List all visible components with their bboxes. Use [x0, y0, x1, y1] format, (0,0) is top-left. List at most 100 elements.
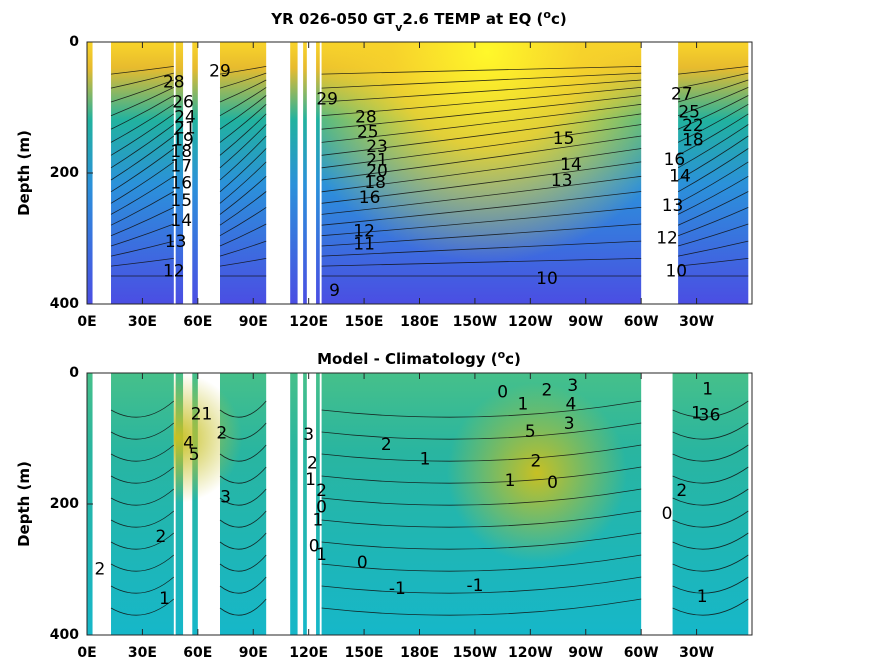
contour-line: [219, 488, 267, 506]
ocean-segment: [290, 373, 298, 635]
contour-label: 0: [316, 497, 327, 517]
contour-line: [321, 466, 642, 484]
contour-label: 1: [702, 379, 713, 399]
x-tick-label: 150W: [453, 314, 498, 330]
chart-title: YR 026-050 GTv2.6 TEMP at EQ (oc): [270, 8, 566, 34]
contour-line: [321, 400, 642, 418]
contour-line: [110, 598, 175, 616]
contour-label: 14: [170, 211, 192, 231]
contour-label: 16: [359, 188, 381, 208]
x-tick-label: 0E: [77, 645, 96, 661]
chart-title: Model - Climatology (oc): [317, 348, 521, 369]
contour-line: [110, 510, 175, 528]
contour-label: 15: [553, 129, 575, 149]
x-tick-label: 150W: [453, 645, 498, 661]
contour-line: [321, 258, 642, 267]
contour-line: [219, 87, 267, 117]
anomaly-contours: [110, 400, 749, 616]
contour-line: [219, 66, 267, 75]
contour-line: [110, 400, 175, 418]
x-tick-label: 90E: [239, 645, 268, 661]
x-tick-label: 120W: [508, 645, 553, 661]
contour-line: [672, 510, 749, 528]
contour-line: [321, 191, 642, 226]
contour-line: [321, 79, 642, 103]
contour-label: 0: [309, 537, 320, 557]
contour-line: [110, 422, 175, 440]
contour-label: 3: [220, 487, 231, 507]
contour-line: [110, 161, 175, 204]
contour-line: [678, 258, 749, 267]
contour-line: [219, 444, 267, 462]
y-ticks: 0 200 400: [50, 34, 93, 312]
contour-label: 0: [547, 473, 558, 493]
x-tick-label: 180E: [400, 314, 439, 330]
contour-line: [219, 79, 267, 103]
contour-label: 3: [699, 406, 710, 426]
contour-label: 24: [174, 107, 196, 127]
contour-label: 1: [697, 587, 708, 607]
y-ticks: 0 200 400: [50, 365, 93, 643]
warm-anomaly-shade: [173, 373, 267, 635]
contour-label: 13: [662, 196, 684, 216]
contour-line: [321, 554, 642, 572]
ocean-segment: [192, 42, 198, 304]
x-tick-label: 90W: [568, 645, 603, 661]
contour-line: [672, 488, 749, 506]
contour-label: 2: [530, 451, 541, 471]
temperature-contour-labels: 2928262421191817161514131229282523212018…: [163, 61, 704, 300]
contour-label: 1: [159, 589, 170, 609]
contour-label: 29: [209, 61, 231, 81]
contour-line: [219, 176, 267, 215]
ocean-segment: [290, 42, 298, 304]
contour-label: 2: [381, 435, 392, 455]
contour-label: 1: [312, 510, 323, 530]
contour-line: [321, 532, 642, 550]
contour-label: 0: [357, 553, 368, 573]
contour-label: 14: [560, 155, 582, 175]
ocean-segment: [316, 373, 320, 635]
contour-label: 1: [518, 394, 529, 414]
x-tick-label: 0E: [77, 314, 96, 330]
x-tick-label: 150E: [345, 314, 384, 330]
contour-line: [110, 79, 174, 103]
contour-line: [321, 488, 642, 506]
contour-label: -1: [389, 579, 406, 599]
y-tick-label: 400: [50, 627, 79, 643]
contour-line: [219, 161, 267, 204]
contour-line: [321, 576, 642, 594]
contour-line: [677, 223, 749, 247]
contour-label: 28: [163, 73, 185, 93]
x-tick-label: 60E: [183, 645, 212, 661]
contour-line: [677, 79, 749, 103]
contour-line: [321, 66, 642, 75]
contour-line: [219, 576, 267, 594]
contour-label: 2: [316, 481, 327, 501]
contour-line: [677, 207, 749, 237]
contour-label: 2: [155, 527, 166, 547]
contour-line: [110, 95, 175, 130]
contour-line: [672, 554, 749, 572]
contour-line: [321, 207, 642, 237]
contour-label: 2: [676, 481, 687, 501]
x-ticks: 0E 30E 60E 90E 120E 150E 180E 150W 120W 90W 60W 30W: [77, 373, 714, 661]
contour-label: 20: [366, 162, 388, 182]
contour-label: 16: [664, 150, 686, 170]
contour-label: 0: [662, 504, 673, 524]
contour-label: 4: [183, 434, 194, 454]
contour-label: 3: [564, 414, 575, 434]
contour-line: [321, 422, 642, 440]
contour-line: [677, 175, 749, 215]
contour-label: 12: [353, 221, 375, 241]
contour-line: [110, 103, 175, 143]
contour-label: 25: [678, 103, 700, 123]
contour-line: [219, 104, 267, 143]
contour-label: 3: [303, 425, 314, 445]
contour-line: [672, 532, 749, 550]
contour-line: [219, 124, 267, 169]
contour-label: 0: [497, 383, 508, 403]
contour-label: 12: [656, 229, 678, 249]
contour-label: 27: [671, 84, 693, 104]
contour-label: 16: [170, 173, 192, 193]
